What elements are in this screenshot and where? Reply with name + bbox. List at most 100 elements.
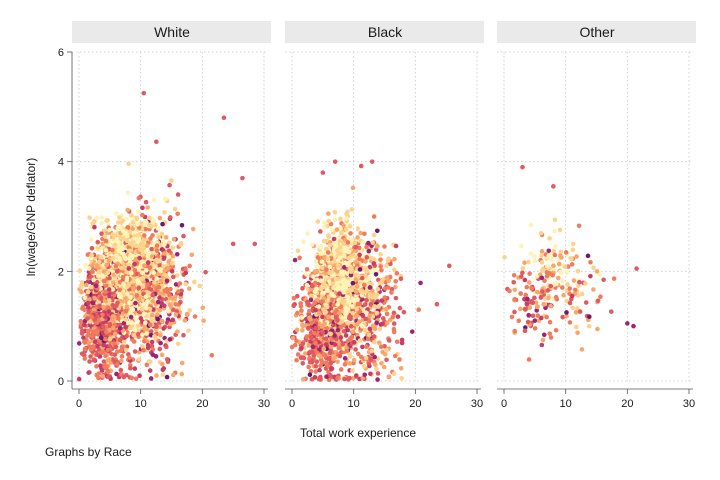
outlier-point: [634, 266, 639, 271]
data-point: [530, 313, 536, 319]
data-point: [107, 336, 112, 342]
data-point: [364, 255, 370, 260]
data-point: [300, 360, 306, 366]
data-point: [316, 304, 322, 309]
data-point: [143, 226, 148, 232]
scatter-points: [289, 159, 452, 383]
data-point: [331, 285, 336, 291]
data-point: [179, 360, 185, 366]
data-point: [148, 376, 154, 381]
data-point: [364, 344, 369, 349]
x-tick-label: 30: [471, 398, 483, 410]
data-point: [542, 278, 547, 284]
data-point: [579, 291, 585, 297]
data-point: [186, 328, 191, 333]
data-point: [299, 308, 304, 314]
data-point: [312, 300, 318, 305]
data-point: [157, 258, 162, 264]
data-point: [134, 243, 139, 248]
data-point: [573, 310, 579, 315]
data-point: [163, 235, 169, 240]
data-point: [132, 229, 137, 235]
data-point: [157, 295, 162, 300]
data-point: [154, 248, 160, 253]
data-point: [175, 192, 181, 197]
data-point: [572, 287, 578, 293]
data-point: [376, 304, 381, 309]
data-point: [335, 268, 340, 274]
data-point: [342, 376, 347, 382]
data-point: [350, 185, 356, 191]
data-point: [329, 297, 335, 303]
data-point: [126, 161, 131, 167]
data-point: [416, 307, 422, 312]
data-point: [162, 242, 167, 247]
data-point: [113, 253, 119, 258]
data-point: [175, 211, 180, 217]
data-point: [168, 304, 174, 309]
data-point: [393, 278, 399, 284]
data-point: [583, 281, 588, 286]
data-point: [355, 301, 361, 307]
data-point: [100, 374, 106, 379]
data-point: [158, 332, 163, 338]
data-point: [178, 299, 183, 305]
data-point: [532, 326, 538, 331]
data-point: [181, 233, 186, 239]
data-point: [348, 324, 354, 329]
data-point: [90, 269, 95, 275]
data-point: [353, 373, 359, 378]
data-point: [394, 339, 400, 345]
data-point: [319, 259, 325, 264]
data-point: [164, 344, 169, 350]
data-point: [539, 342, 545, 348]
data-point: [557, 227, 563, 233]
data-point: [318, 243, 324, 249]
data-point: [335, 375, 340, 381]
data-point: [169, 268, 175, 274]
data-point: [389, 290, 394, 295]
data-point: [129, 270, 134, 276]
data-point: [129, 213, 134, 218]
data-point: [559, 285, 565, 290]
data-point: [132, 261, 137, 267]
data-point: [91, 307, 97, 313]
data-point: [399, 337, 405, 343]
data-point: [544, 314, 549, 320]
data-point: [546, 253, 552, 259]
data-point: [385, 258, 391, 263]
data-point: [134, 215, 139, 221]
data-point: [106, 258, 111, 263]
data-point: [125, 233, 130, 239]
data-point: [355, 226, 361, 231]
data-point: [173, 302, 179, 307]
outlier-point: [230, 241, 236, 247]
data-point: [311, 353, 317, 358]
data-point: [102, 278, 107, 284]
data-point: [347, 282, 352, 287]
data-point: [348, 265, 353, 271]
data-point: [164, 374, 170, 380]
data-point: [161, 254, 167, 260]
data-point: [126, 266, 132, 271]
data-point: [89, 237, 94, 242]
data-point: [298, 345, 304, 351]
data-point: [92, 224, 97, 230]
data-point: [323, 309, 329, 315]
data-point: [120, 251, 126, 257]
data-point: [372, 326, 378, 332]
data-point: [342, 355, 348, 361]
data-point: [142, 222, 148, 227]
data-point: [145, 282, 150, 288]
data-point: [174, 273, 180, 278]
data-point: [586, 314, 592, 320]
data-point: [553, 243, 558, 249]
y-tick-label: 4: [58, 157, 64, 169]
data-point: [328, 331, 334, 337]
data-point: [316, 353, 322, 358]
data-point: [395, 314, 401, 319]
data-point: [335, 276, 340, 282]
data-point: [123, 347, 129, 353]
outlier-point: [320, 170, 326, 175]
data-point: [140, 212, 145, 218]
